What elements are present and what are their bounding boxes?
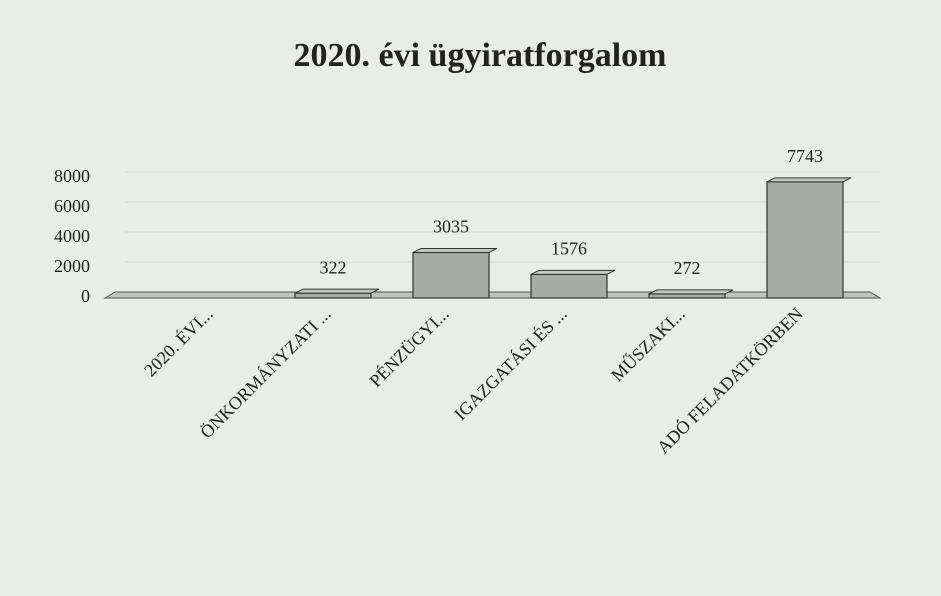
bar — [648, 293, 726, 299]
bar — [766, 181, 844, 299]
bar — [530, 273, 608, 299]
bar-top — [766, 177, 852, 183]
bar — [412, 251, 490, 299]
y-tick-label: 4000 — [54, 226, 90, 246]
bar — [294, 292, 372, 299]
bar-top — [412, 247, 498, 253]
data-label: 272 — [674, 258, 701, 278]
y-tick-label: 2000 — [54, 256, 90, 276]
data-label: 322 — [320, 257, 347, 277]
data-label: 1576 — [551, 238, 587, 258]
data-label: 3035 — [433, 217, 469, 237]
axis-floor — [103, 291, 882, 299]
y-tick-label: 8000 — [54, 166, 90, 186]
bar-top — [648, 289, 734, 295]
chart-title: 2020. évi ügyiratforgalom — [294, 37, 667, 74]
y-tick-label: 0 — [81, 286, 90, 306]
bar-top — [294, 288, 380, 294]
y-tick-label: 6000 — [54, 196, 90, 216]
data-label: 7743 — [787, 146, 823, 166]
bar-top — [530, 269, 616, 275]
